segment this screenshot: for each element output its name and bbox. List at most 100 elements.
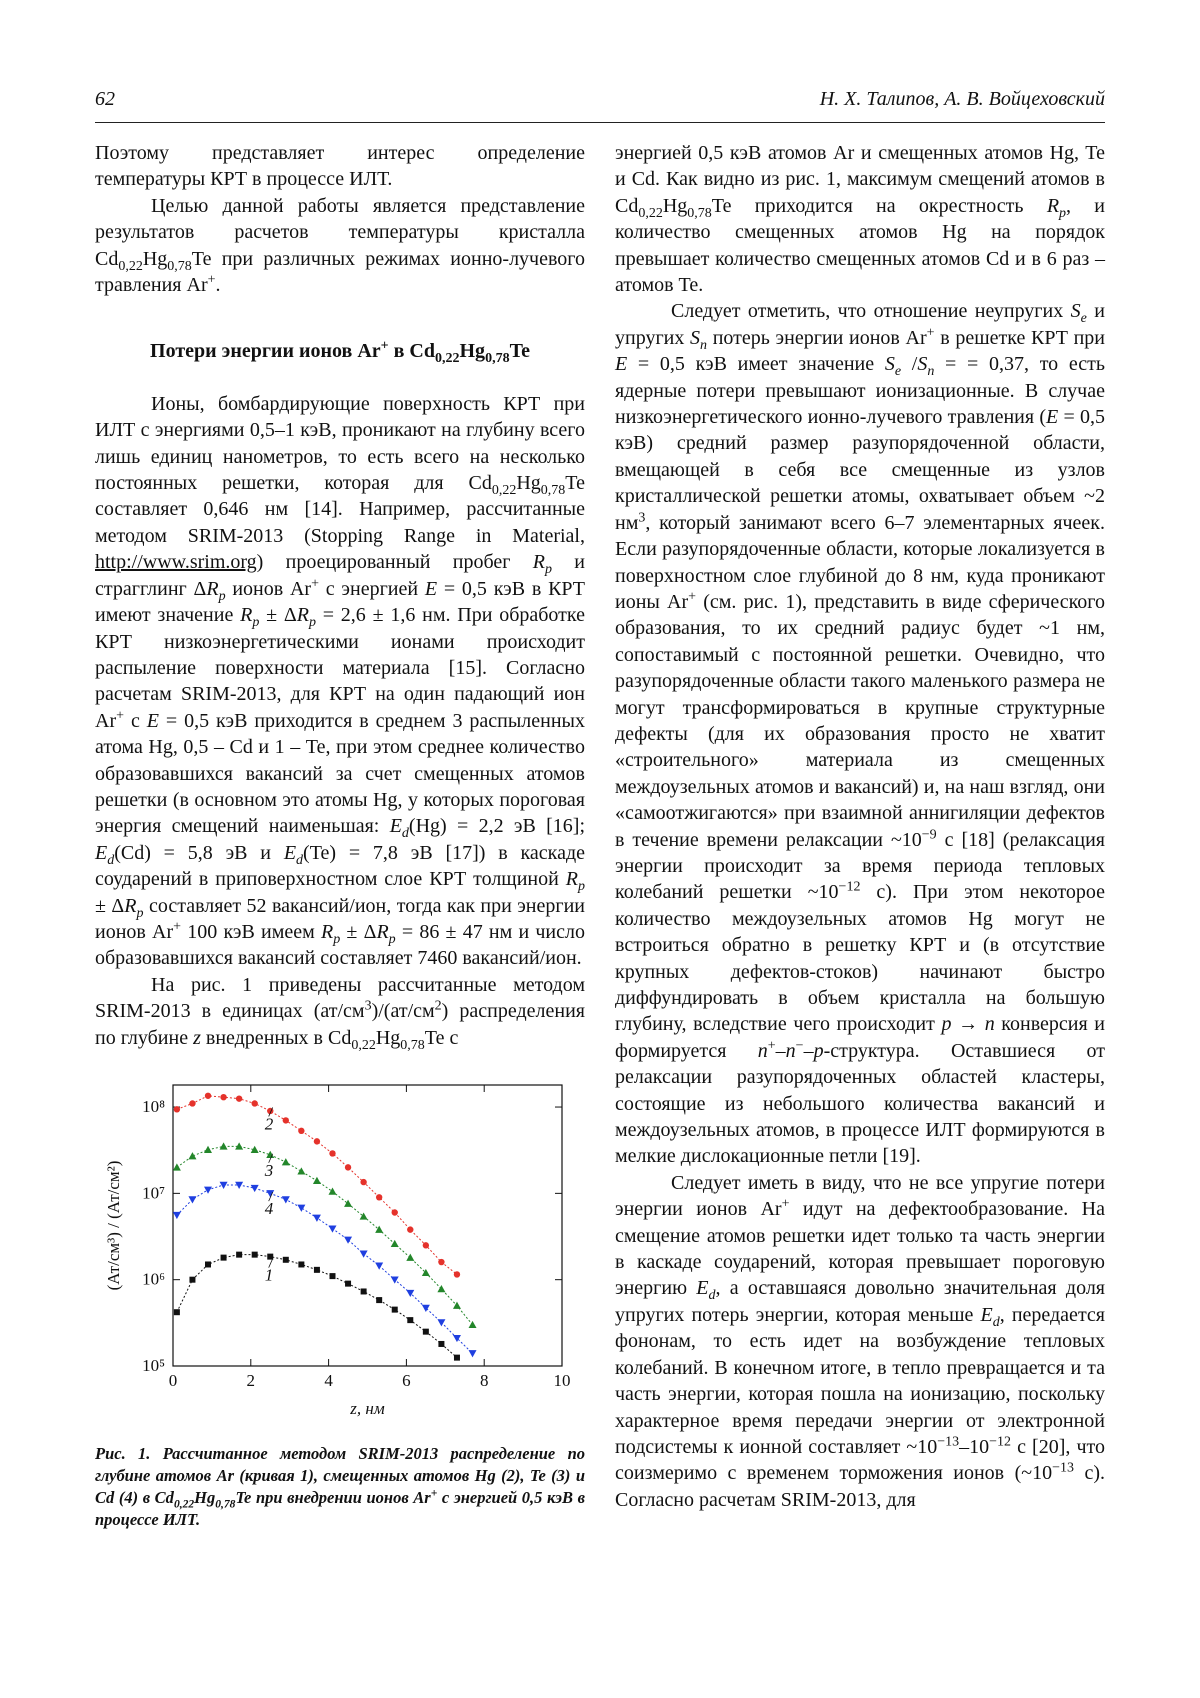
data-point (173, 1163, 181, 1170)
text-run: Te (510, 340, 530, 362)
text-run: 0,22 (174, 1498, 194, 1510)
left-text: Поэтому представляет интерес определение… (95, 140, 585, 1051)
text-run: p (309, 615, 316, 630)
data-point (345, 1164, 351, 1170)
text-run: n (758, 1040, 768, 1062)
text-run: −9 (922, 827, 937, 842)
text-run: 0,22 (351, 1038, 376, 1053)
data-point (438, 1259, 444, 1265)
x-tick-label: 0 (169, 1371, 178, 1390)
text-run: 0,22 (435, 351, 460, 366)
text-run: + (688, 589, 696, 604)
text-run: p (1059, 206, 1066, 221)
data-point (407, 1317, 413, 1323)
paragraph: На рис. 1 приведены рассчитанные методом… (95, 972, 585, 1051)
text-run: n (700, 338, 707, 353)
text-run: Te с (425, 1027, 459, 1049)
text-run: . (216, 274, 221, 296)
header-rule (95, 122, 1105, 123)
text-run: E (696, 1277, 708, 1299)
text-run: d (993, 1315, 1000, 1330)
y-tick-label: 10⁶ (142, 1270, 165, 1289)
data-point (251, 1100, 257, 1106)
text-run: + (782, 1197, 790, 1212)
text-run: 3 (365, 999, 372, 1014)
text-run: p (389, 932, 396, 947)
text-run: p (578, 879, 585, 894)
text-run: http://www.srim.org (95, 551, 257, 573)
paragraph: Целью данной работы является представлен… (95, 193, 585, 299)
y-tick-label: 10⁵ (142, 1356, 165, 1375)
data-point (282, 1196, 290, 1203)
text-run: = 0,5 кэВ имеет значение (627, 353, 885, 375)
text-run: 0,22 (118, 259, 143, 274)
text-run: , передается фононам, то есть идет на во… (615, 1304, 1105, 1458)
data-point (220, 1094, 226, 1100)
x-tick-label: 4 (324, 1371, 333, 1390)
text-run: p (941, 1013, 951, 1035)
data-point (328, 1188, 336, 1195)
data-point (313, 1177, 321, 1184)
x-tick-label: 10 (554, 1371, 571, 1390)
data-point (174, 1309, 180, 1315)
text-run: → (951, 1013, 984, 1035)
data-point (236, 1095, 242, 1101)
data-point (423, 1242, 429, 1248)
text-run: R (124, 895, 136, 917)
text-run: R (566, 868, 578, 890)
text-run: R (376, 921, 388, 943)
text-run: –10 (959, 1436, 989, 1458)
text-run: 0,22 (492, 483, 517, 498)
data-point (329, 1150, 335, 1156)
data-point (313, 1215, 321, 1222)
data-point (205, 1261, 211, 1267)
x-tick-label: 6 (402, 1371, 411, 1390)
text-run: E (284, 842, 296, 864)
text-run: / (901, 353, 917, 375)
data-point (454, 1355, 460, 1361)
text-run: 0,78 (485, 351, 510, 366)
data-point (204, 1146, 212, 1153)
text-run: – (776, 1040, 786, 1062)
text-run: ± Δ (95, 895, 124, 917)
text-run: (см. рис. 1), представить в виде сфериче… (615, 591, 1105, 851)
data-point (314, 1138, 320, 1144)
data-point (329, 1273, 335, 1279)
text-run: Hg (516, 472, 540, 494)
data-point (344, 1237, 352, 1244)
text-run: Поэтому представляет интерес определение… (95, 142, 585, 190)
data-point (297, 1167, 305, 1174)
text-run: 0,78 (400, 1038, 425, 1053)
data-point (314, 1267, 320, 1273)
text-run: Te при внедрении ионов Ar (235, 1488, 430, 1507)
text-run: S (885, 353, 895, 375)
text-run: Ионы, бомбардирующие поверхность КРТ при… (95, 393, 585, 494)
data-point (221, 1255, 227, 1261)
data-point (437, 1285, 445, 1292)
paragraph: Следует отметить, что отношение неупруги… (615, 298, 1105, 1169)
page-number: 62 (95, 88, 115, 111)
data-point (297, 1205, 305, 1212)
text-run: 100 кэВ имеем (181, 921, 321, 943)
plot-frame (173, 1085, 562, 1366)
data-point (283, 1117, 289, 1123)
text-run: с энергией (319, 578, 425, 600)
text-run: в решетке КРТ при (935, 327, 1105, 349)
text-run: E (95, 842, 107, 864)
data-point (173, 1212, 181, 1219)
text-run: Следует отметить, что отношение неупруги… (671, 300, 1071, 322)
data-point (252, 1252, 258, 1258)
paragraph: Поэтому представляет интерес определение… (95, 140, 585, 193)
text-run: −13 (1052, 1461, 1074, 1476)
text-run: Hg (143, 248, 167, 270)
text-run: Te при различных режимах ионно-лучевого … (95, 248, 585, 296)
text-run: ± Δ (259, 604, 296, 626)
data-point (406, 1254, 414, 1261)
text-run: Hg (460, 340, 486, 362)
text-run: 0,78 (215, 1498, 235, 1510)
data-point (453, 1335, 461, 1342)
data-point (188, 1152, 196, 1159)
data-point (376, 1194, 382, 1200)
left-column: Поэтому представляет интерес определение… (95, 140, 585, 1531)
text-run: + (927, 325, 935, 340)
